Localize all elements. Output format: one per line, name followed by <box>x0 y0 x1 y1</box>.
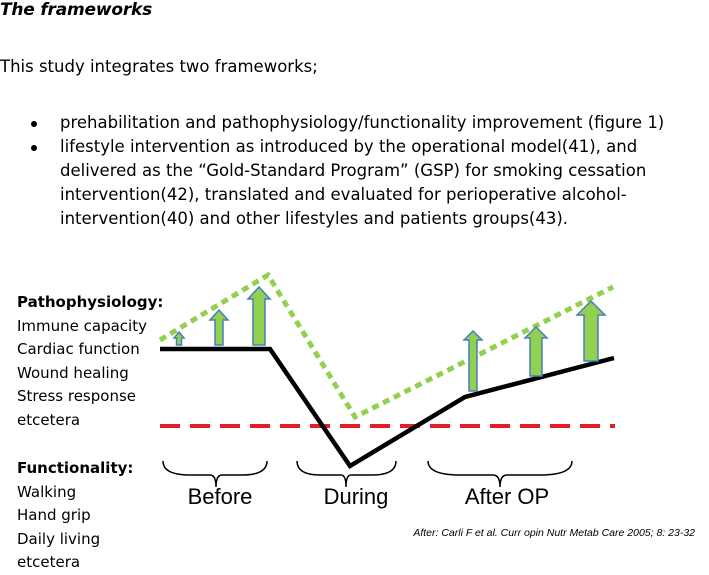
up-arrow-icon <box>208 308 230 346</box>
brace-before <box>162 460 268 488</box>
phase-label-before: Before <box>187 484 253 509</box>
pathophysiology-item: Stress response <box>17 387 136 405</box>
phase-label-during: During <box>323 484 389 509</box>
functionality-item: Walking <box>17 482 77 501</box>
bullet-icon <box>31 121 37 127</box>
up-arrow-icon <box>246 285 272 346</box>
prehabilitation-diagram <box>158 271 615 488</box>
brace-during <box>296 460 397 488</box>
section-title: The frameworks <box>0 0 153 20</box>
bullet-icon <box>31 145 37 151</box>
pathophysiology-item: Immune capacity <box>17 316 147 335</box>
phase-label-after-op: After OP <box>464 484 550 509</box>
brace-after <box>427 460 573 488</box>
functionality-item: Daily living <box>17 529 101 548</box>
functionality-heading: Functionality: <box>17 459 134 477</box>
framework-item: lifestyle intervention as introduced by … <box>0 135 709 231</box>
framework-item-text: prehabilitation and pathophysiology/func… <box>60 113 665 132</box>
pathophysiology-heading: Pathophysiology: <box>17 293 164 311</box>
up-arrow-icon <box>523 325 549 377</box>
improvement-arrows <box>172 285 607 392</box>
pathophysiology-item: etcetera <box>17 410 81 429</box>
up-arrow-icon <box>462 329 484 392</box>
intro-paragraph: This study integrates two frameworks; <box>0 57 318 76</box>
prehabilitation-trajectory-line <box>158 271 615 421</box>
up-arrow-icon <box>575 299 607 362</box>
pathophysiology-item: Cardiac function <box>17 340 140 358</box>
framework-item: prehabilitation and pathophysiology/func… <box>0 111 709 135</box>
framework-list: prehabilitation and pathophysiology/func… <box>0 111 709 231</box>
baseline-trajectory-line <box>160 346 615 470</box>
pathophysiology-item: Wound healing <box>17 363 129 382</box>
phase-braces <box>162 460 573 488</box>
figure-citation: After: Carli F et al. Curr opin Nutr Met… <box>413 527 695 539</box>
up-arrow-icon <box>172 330 186 346</box>
prehabilitation-figure: Pathophysiology: Immune capacity Cardiac… <box>0 265 709 571</box>
functionality-item: etcetera <box>17 553 81 571</box>
functionality-item: Hand grip <box>17 506 91 524</box>
functionality-list: Functionality: Walking Hand grip Daily l… <box>17 457 133 575</box>
pathophysiology-list: Pathophysiology: Immune capacity Cardiac… <box>17 291 163 432</box>
framework-item-text: lifestyle intervention as introduced by … <box>60 137 647 228</box>
